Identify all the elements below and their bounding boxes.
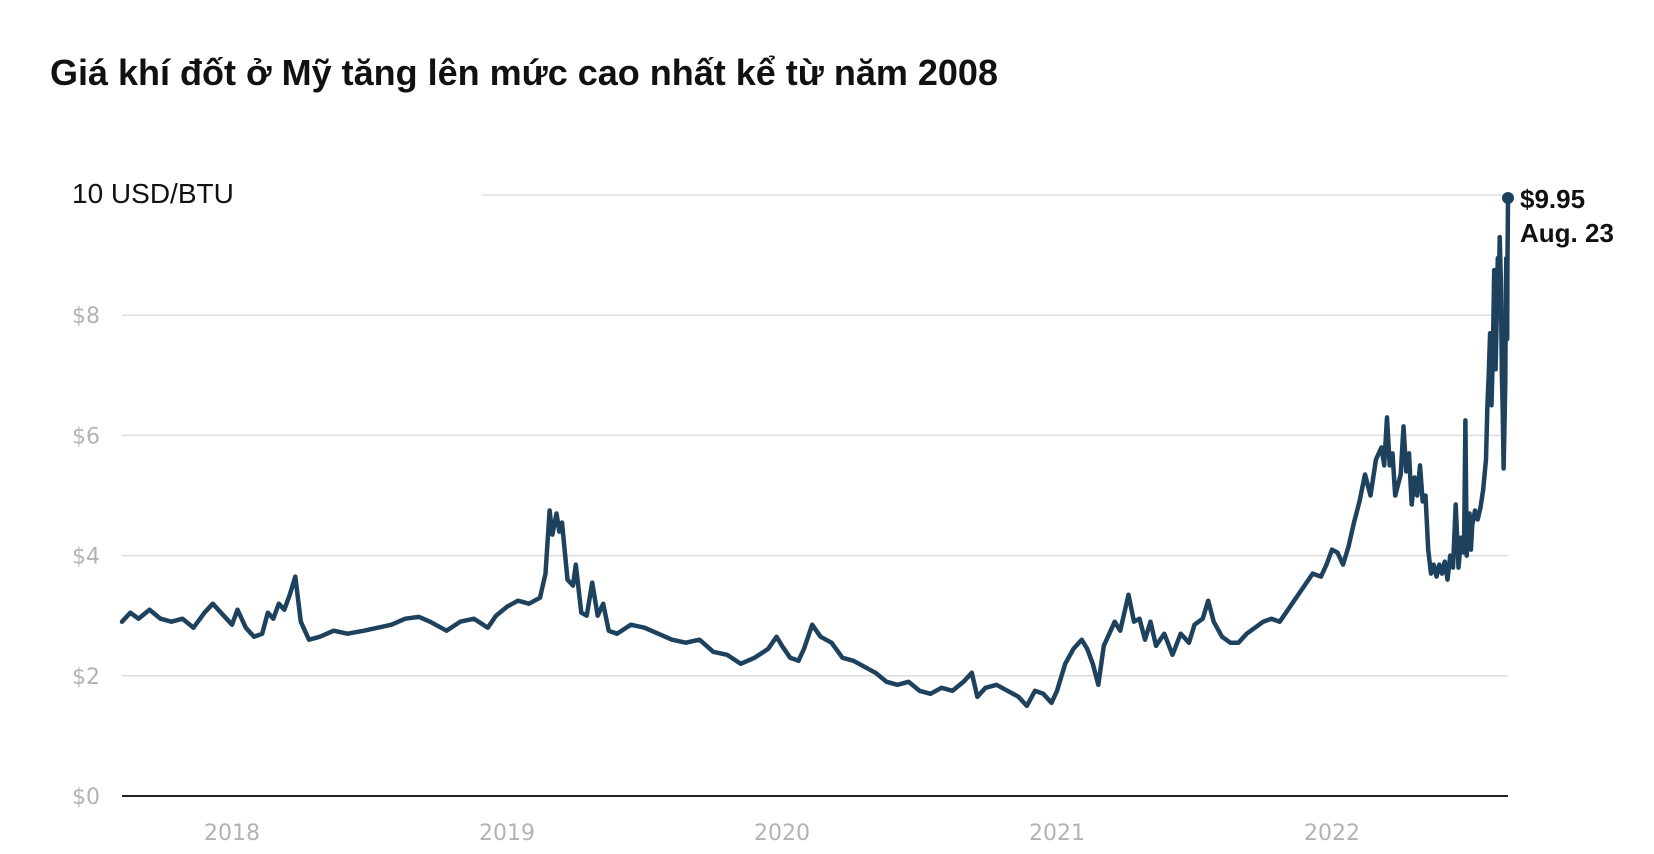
chart-title: Giá khí đốt ở Mỹ tăng lên mức cao nhất k…: [50, 52, 998, 93]
y-axis-tick-labels: $0 $2 $4 $6 $8: [72, 304, 100, 810]
gridlines: [122, 194, 1508, 677]
x-tick-label: 2018: [204, 821, 260, 846]
price-series-line: [119, 195, 1511, 709]
x-tick-label: 2022: [1304, 821, 1360, 846]
x-tick-label: 2019: [479, 821, 535, 846]
y-tick-label: $8: [72, 304, 100, 329]
y-axis-unit-label: 10 USD/BTU: [72, 178, 234, 209]
y-tick-label: $0: [72, 785, 100, 810]
latest-value-label: $9.95: [1520, 184, 1585, 214]
y-tick-label: $2: [72, 665, 100, 690]
x-axis-tick-labels: 2018 2019 2020 2021 2022: [204, 821, 1360, 846]
y-tick-label: $6: [72, 424, 100, 449]
y-tick-label: $4: [72, 545, 100, 570]
x-tick-label: 2021: [1029, 821, 1085, 846]
latest-date-label: Aug. 23: [1520, 218, 1614, 248]
x-tick-label: 2020: [754, 821, 810, 846]
latest-value-dot: [1502, 192, 1514, 205]
